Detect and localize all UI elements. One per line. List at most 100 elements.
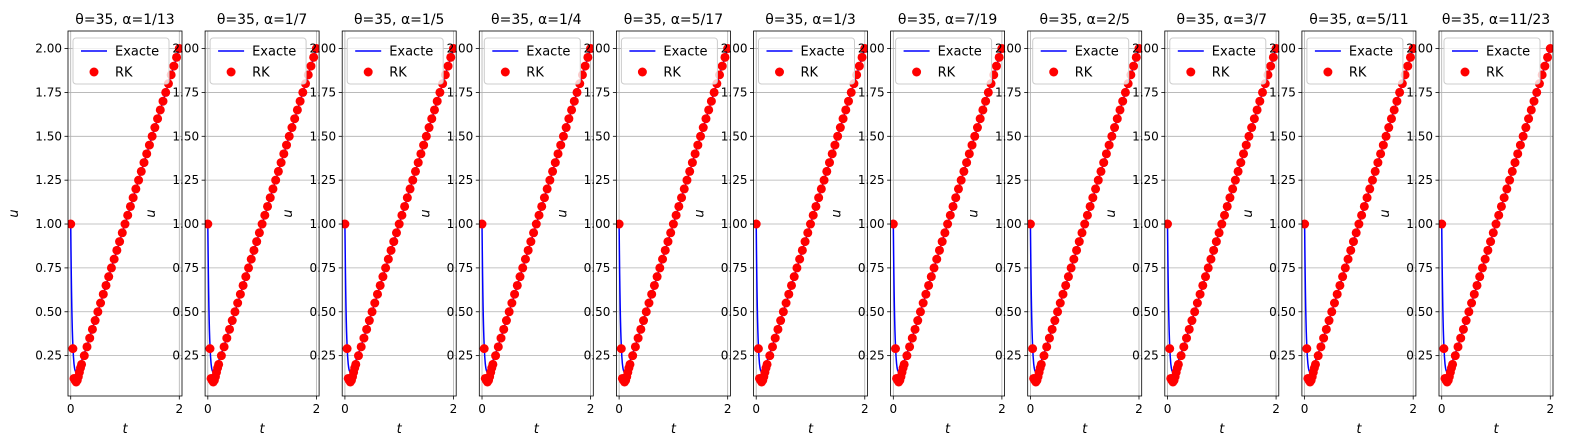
plot-area <box>1439 44 1553 387</box>
rk-point <box>268 184 278 194</box>
x-axis-label: t <box>1219 422 1225 437</box>
rk-point <box>827 149 837 159</box>
y-tick-label: 1.00 <box>1269 217 1296 231</box>
y-tick-label: 2.00 <box>35 42 62 56</box>
y-axis-label: u <box>7 209 22 217</box>
rk-point <box>254 228 264 238</box>
y-tick-label: 1.75 <box>309 85 336 99</box>
rk-point <box>1472 280 1482 290</box>
rk-point <box>1244 131 1254 141</box>
rk-point <box>499 324 509 334</box>
rk-point <box>556 140 566 150</box>
rk-point <box>981 96 991 106</box>
rk-point <box>383 254 393 264</box>
rk-point <box>773 324 783 334</box>
rk-point <box>120 219 130 229</box>
rk-point <box>1230 175 1240 185</box>
rk-point <box>351 359 361 369</box>
rk-point <box>353 351 363 361</box>
legend-rk-swatch <box>1323 67 1333 77</box>
rk-point <box>674 201 684 211</box>
rk-point <box>1233 166 1243 176</box>
x-axis-label: t <box>671 422 677 437</box>
rk-point <box>1165 344 1175 354</box>
x-axis-label: t <box>397 422 403 437</box>
rk-point <box>997 44 1005 54</box>
y-tick-label: 1.25 <box>1406 173 1433 187</box>
rk-point <box>808 210 818 220</box>
rk-point <box>1461 316 1471 326</box>
subplot-6: 0.25 0.50 0.75 1.00 1.25 1.50 1.75 2.00 0 2 t u θ=35… <box>693 12 869 437</box>
rk-point <box>962 158 972 168</box>
rk-point <box>1112 114 1122 124</box>
y-tick-label: 1.00 <box>172 217 199 231</box>
rk-point <box>1217 219 1227 229</box>
y-tick-label: 1.50 <box>995 129 1022 143</box>
rk-point <box>68 344 78 354</box>
x-tick-label: 2 <box>175 402 183 416</box>
plot-area <box>342 44 457 387</box>
rk-point <box>636 324 646 334</box>
rk-point <box>246 254 256 264</box>
rk-point <box>967 140 977 150</box>
rk-point <box>1450 351 1460 361</box>
y-tick-label: 0.50 <box>447 305 474 319</box>
rk-point <box>1346 245 1356 255</box>
rk-point <box>1214 228 1224 238</box>
rk-point <box>216 351 226 361</box>
rk-point <box>1268 52 1278 62</box>
rk-point <box>964 149 974 159</box>
rk-point <box>147 131 157 141</box>
rk-point <box>918 298 928 308</box>
rk-point <box>1063 272 1073 282</box>
rk-point <box>1220 210 1230 220</box>
plot-area <box>1027 44 1142 387</box>
rk-point <box>994 52 1004 62</box>
plot-area <box>616 44 731 387</box>
x-axis-label: t <box>1082 422 1088 437</box>
rk-point <box>682 175 692 185</box>
rk-point <box>633 333 643 343</box>
legend-exacte-label: Exacte <box>801 45 845 60</box>
rk-point <box>416 149 426 159</box>
rk-point <box>1518 131 1528 141</box>
rk-point <box>279 149 289 159</box>
subplot-title: θ=35, α=11/23 <box>1442 12 1550 28</box>
legend-rk-swatch <box>912 67 922 77</box>
rk-point <box>1252 105 1262 115</box>
rk-point <box>93 307 103 317</box>
rk-point <box>1134 44 1142 54</box>
rk-point <box>1343 254 1353 264</box>
rk-point <box>1080 219 1090 229</box>
rk-point <box>214 359 224 369</box>
legend-rk-swatch <box>1186 67 1196 77</box>
rk-point <box>77 359 87 369</box>
y-tick-label: 1.50 <box>309 129 336 143</box>
x-axis-label: t <box>808 422 814 437</box>
y-tick-label: 1.50 <box>447 129 474 143</box>
y-tick-label: 1.50 <box>584 129 611 143</box>
rk-point <box>342 219 350 229</box>
rk-point <box>230 307 240 317</box>
rk-point <box>1182 333 1192 343</box>
rk-point <box>397 210 407 220</box>
x-tick-label: 2 <box>861 402 869 416</box>
y-tick-label: 1.00 <box>584 217 611 231</box>
rk-point <box>795 254 805 264</box>
subplot-title: θ=35, α=3/7 <box>1177 12 1268 28</box>
rk-point <box>1266 61 1276 71</box>
rk-point <box>136 166 146 176</box>
rk-point <box>905 342 915 352</box>
y-tick-label: 0.75 <box>447 261 474 275</box>
subplot-title: θ=35, α=1/4 <box>491 12 582 28</box>
rk-point <box>367 307 377 317</box>
rk-point <box>309 52 319 62</box>
rk-point <box>391 228 401 238</box>
rk-point <box>1395 87 1405 97</box>
rk-point <box>1069 254 1079 264</box>
rk-point <box>1338 272 1348 282</box>
rk-point <box>548 166 558 176</box>
rk-point <box>1458 324 1468 334</box>
rk-point <box>106 263 116 273</box>
